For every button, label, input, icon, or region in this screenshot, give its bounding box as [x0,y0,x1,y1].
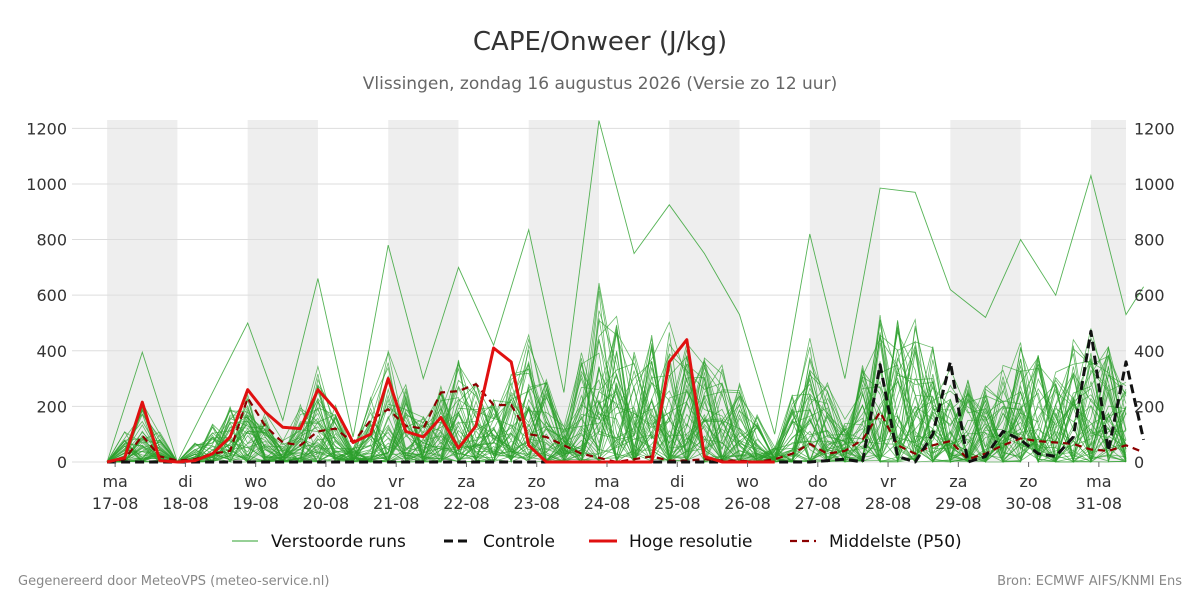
x-tick-day: vr [880,472,896,491]
x-tick-day: ma [1086,472,1111,491]
x-tick-date: 19-08 [232,494,279,513]
y-tick-label-left: 1200 [26,119,67,138]
y-tick-label-right: 1200 [1134,119,1175,138]
x-tick-day: di [178,472,193,491]
x-axis: ma 17-08 di 18-08 wo 19-08 do 20-08 vr 21-08 za 22-… [92,462,1122,513]
x-tick-date: 23-08 [513,494,560,513]
hires-line [106,338,775,464]
x-tick-date: 29-08 [935,494,982,513]
x-tick-day: wo [736,472,759,491]
y-tick-label-right: 400 [1134,342,1165,361]
legend-label-hires: Hoge resolutie [629,532,753,552]
x-tick-date: 24-08 [584,494,631,513]
y-tick-label-right: 200 [1134,397,1165,416]
ensemble-run-line [107,318,1127,464]
ensemble-envelope-line [106,120,1144,464]
y-tick-label-left: 1000 [26,175,67,194]
y-tick-label-left: 0 [57,453,67,472]
x-tick-date: 17-08 [92,494,139,513]
y-axis-right: 0 200 400 600 800 1000 1200 [1134,119,1175,472]
x-tick-day: zo [1020,472,1038,491]
x-tick-day: wo [244,472,267,491]
chart-subtitle: Vlissingen, zondag 16 augustus 2026 (Ver… [363,74,837,94]
x-tick-day: vr [388,472,404,491]
legend-label-control: Controle [483,532,555,552]
ensemble-run-line [107,342,1127,464]
chart-title: CAPE/Onweer (J/kg) [473,27,727,57]
legend-label-ensemble: Verstoorde runs [271,532,406,552]
x-tick-date: 21-08 [373,494,420,513]
x-tick-day: zo [528,472,546,491]
legend-item-median: Middelste (P50) [790,532,962,552]
main-series [106,329,1146,464]
x-tick-date: 18-08 [162,494,209,513]
x-tick-date: 26-08 [724,494,771,513]
y-tick-label-left: 400 [36,342,67,361]
control-line [107,329,1146,464]
legend-item-hires: Hoge resolutie [589,532,753,552]
y-tick-label-right: 600 [1134,286,1165,305]
ensemble-run-line [106,328,1127,463]
ensemble-run-line [106,366,1127,463]
x-tick-date: 28-08 [865,494,912,513]
legend-item-ensemble: Verstoorde runs [232,532,406,552]
y-tick-label-left: 200 [36,397,67,416]
x-tick-date: 30-08 [1005,494,1052,513]
y-tick-label-right: 800 [1134,231,1165,250]
x-tick-day: ma [594,472,619,491]
x-tick-date: 25-08 [654,494,701,513]
x-tick-date: 20-08 [303,494,350,513]
footer-source: Bron: ECMWF AIFS/KNMI Ens [997,574,1182,589]
y-tick-label-left: 800 [36,231,67,250]
y-tick-label-right: 1000 [1134,175,1175,194]
legend: Verstoorde runs Controle Hoge resolutie … [232,532,962,552]
x-tick-day: do [808,472,828,491]
x-tick-day: ma [102,472,127,491]
ensemble-run-line [107,332,1127,463]
ensemble-run-line [107,337,1127,463]
footer-generated-by: Gegenereerd door MeteoVPS (meteo-service… [18,574,329,589]
x-tick-day: do [316,472,336,491]
y-tick-label-left: 600 [36,286,67,305]
x-tick-day: di [670,472,685,491]
x-tick-date: 27-08 [795,494,842,513]
legend-label-median: Middelste (P50) [829,532,962,552]
ensemble-run-line [106,373,1127,464]
x-tick-day: za [949,472,967,491]
x-tick-day: za [457,472,475,491]
x-tick-date: 31-08 [1076,494,1123,513]
y-axis-left: 0 200 400 600 800 1000 1200 [26,119,67,472]
ensemble-run-line [106,319,1127,463]
y-tick-label-right: 0 [1134,453,1144,472]
x-tick-date: 22-08 [443,494,490,513]
legend-item-control: Controle [444,532,555,552]
